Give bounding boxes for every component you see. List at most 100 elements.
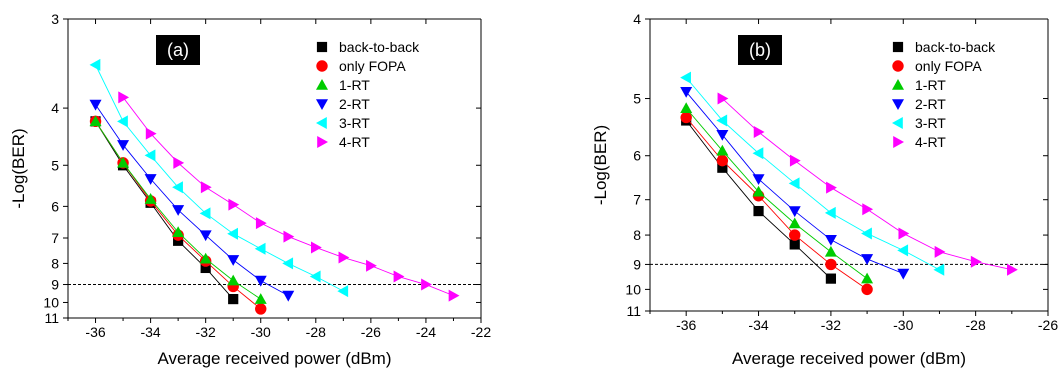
y-tick-label: 6 [633, 148, 641, 164]
data-point [421, 278, 432, 291]
data-point [366, 259, 377, 272]
data-point [825, 258, 837, 271]
data-point [89, 115, 102, 127]
data-point [861, 227, 872, 240]
series-line [685, 107, 868, 279]
x-tick-label: -32 [821, 317, 841, 333]
legend-marker [316, 117, 327, 129]
y-tick-label: 8 [51, 255, 59, 271]
x-tick-label: -34 [140, 324, 160, 340]
x-tick-label: -28 [306, 324, 326, 340]
legend-label: back-to-back [339, 39, 420, 55]
data-point [89, 58, 101, 71]
y-axis-title: -Log(BER) [591, 125, 610, 205]
y-tick-label: 4 [51, 100, 59, 116]
data-point [200, 262, 211, 274]
y-axis-title: -Log(BER) [9, 128, 28, 208]
legend-marker [892, 99, 904, 110]
data-point [117, 115, 128, 128]
legend-marker [893, 136, 904, 148]
data-point [934, 245, 946, 258]
x-axis-title: Average received power (dBm) [732, 349, 966, 368]
data-point [448, 289, 460, 302]
data-point [861, 283, 873, 296]
data-point [118, 91, 130, 104]
data-point [788, 177, 800, 190]
data-point [898, 227, 910, 240]
data-point [254, 275, 267, 287]
legend: back-to-back only FOPA 1-RT 2-RT 3-RT 4-RT [316, 39, 420, 150]
data-point [227, 255, 240, 266]
data-point [309, 270, 321, 283]
legend-marker [892, 79, 904, 90]
legend-label: 1-RT [339, 77, 370, 93]
legend: back-to-back only FOPA 1-RT 2-RT 3-RT 4-RT [892, 39, 996, 150]
data-point [788, 206, 801, 218]
data-point [824, 206, 836, 219]
legend-label: 3-RT [915, 115, 946, 131]
series-4-rt [717, 92, 1018, 276]
data-point [824, 245, 837, 257]
data-point [862, 203, 874, 216]
legend-label: 2-RT [915, 96, 946, 112]
series-1-rt [680, 102, 874, 284]
data-point [897, 244, 909, 257]
y-tick-label: 5 [51, 157, 59, 173]
panel-label: (b) [749, 40, 771, 60]
chart-panel-b: -36 -34 -32 -30 -28 -26 4 5 6 7 8 9 10 11 Average rece… [591, 11, 1058, 368]
data-point [282, 257, 294, 270]
data-point [393, 270, 405, 283]
data-point [788, 217, 801, 229]
legend-label: 4-RT [915, 134, 946, 150]
data-point [199, 207, 211, 220]
legend-marker [317, 136, 328, 148]
data-point [311, 241, 322, 254]
y-tick-label: 11 [44, 310, 59, 326]
y-tick-label: 9 [51, 277, 59, 293]
y-tick-label: 4 [633, 11, 641, 27]
x-axis-title: Average received power (dBm) [157, 349, 391, 368]
data-point [145, 127, 157, 140]
data-point [172, 226, 185, 238]
series-2-rt [680, 87, 910, 280]
data-point [228, 198, 240, 211]
data-point [199, 252, 212, 264]
series-4-rt [118, 91, 460, 302]
data-point [680, 71, 691, 84]
data-point [227, 227, 238, 240]
data-point [970, 255, 982, 268]
data-point [716, 129, 729, 141]
x-tick-label: -26 [1038, 317, 1058, 333]
series-line [95, 121, 234, 300]
x-tick-label: -22 [471, 324, 491, 340]
legend-label: only FOPA [339, 58, 406, 74]
data-point [172, 205, 185, 216]
data-point [228, 293, 239, 305]
data-point [861, 254, 874, 265]
data-point [680, 87, 693, 98]
y-tick-label: 9 [633, 256, 641, 272]
y-tick-label: 10 [625, 281, 641, 297]
y-tick-label: 11 [626, 303, 641, 319]
legend-label: only FOPA [915, 58, 982, 74]
data-point [255, 217, 267, 230]
data-point [254, 242, 266, 255]
data-point [753, 126, 765, 139]
data-point [752, 174, 765, 186]
panel-label: (a) [167, 40, 189, 60]
data-point [282, 290, 295, 302]
data-point [752, 185, 765, 197]
series-only-fopa [680, 111, 873, 296]
panel-label-box [738, 35, 782, 65]
legend-marker [892, 60, 904, 72]
data-point [117, 156, 130, 168]
data-point [897, 268, 910, 280]
data-point [89, 99, 102, 111]
data-point [338, 251, 350, 264]
x-tick-label: -32 [196, 324, 216, 340]
series-1-rt [89, 115, 267, 304]
data-point [716, 154, 729, 167]
